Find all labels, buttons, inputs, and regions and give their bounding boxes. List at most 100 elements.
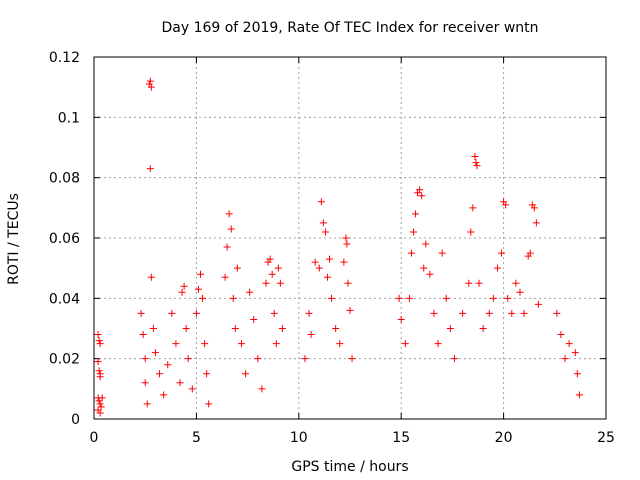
data-point xyxy=(160,391,168,399)
data-point xyxy=(571,349,579,357)
data-point xyxy=(344,279,352,287)
data-point xyxy=(317,198,325,206)
data-point xyxy=(151,349,159,357)
x-tick-label: 5 xyxy=(192,430,201,446)
x-tick-label: 15 xyxy=(392,430,410,446)
data-point xyxy=(489,294,497,302)
data-point xyxy=(229,294,237,302)
y-tick-label: 0.06 xyxy=(49,231,80,247)
data-point xyxy=(307,331,315,339)
data-point xyxy=(508,309,516,317)
data-point xyxy=(96,373,104,381)
data-point xyxy=(95,397,103,405)
data-point xyxy=(254,355,262,363)
data-point xyxy=(95,367,103,375)
data-point xyxy=(172,340,180,348)
data-point xyxy=(493,264,501,272)
data-point xyxy=(575,391,583,399)
data-point xyxy=(434,340,442,348)
data-point xyxy=(146,165,154,173)
data-point xyxy=(168,309,176,317)
data-point xyxy=(502,201,510,209)
data-point xyxy=(141,355,149,363)
data-point xyxy=(348,355,356,363)
data-point xyxy=(553,309,561,317)
data-point xyxy=(346,306,354,314)
y-tick-label: 0.12 xyxy=(49,50,80,66)
plot-frame xyxy=(93,56,607,420)
data-point xyxy=(250,315,258,323)
data-point xyxy=(504,294,512,302)
data-point xyxy=(340,258,348,266)
data-point xyxy=(475,279,483,287)
data-point xyxy=(242,370,250,378)
data-point xyxy=(176,379,184,387)
data-point xyxy=(305,309,313,317)
data-point xyxy=(520,309,528,317)
data-point xyxy=(97,403,105,411)
data-point xyxy=(471,153,479,161)
data-point xyxy=(182,325,190,332)
data-point xyxy=(416,186,424,194)
data-point xyxy=(147,83,155,91)
data-point xyxy=(473,162,481,170)
data-point xyxy=(526,249,534,257)
data-point xyxy=(418,192,426,200)
data-point xyxy=(184,355,192,363)
data-point xyxy=(342,234,350,242)
data-point xyxy=(532,219,540,227)
y-tick-label: 0.04 xyxy=(49,291,80,307)
data-point xyxy=(196,270,204,278)
data-point xyxy=(231,325,239,332)
data-point xyxy=(321,228,329,236)
data-point xyxy=(141,379,149,387)
data-point xyxy=(225,210,233,218)
data-point xyxy=(479,325,487,332)
data-point xyxy=(459,309,467,317)
data-point xyxy=(262,279,270,287)
data-point xyxy=(258,385,266,393)
data-point xyxy=(311,258,319,266)
data-point xyxy=(485,309,493,317)
data-point xyxy=(143,400,151,408)
x-tick-label: 0 xyxy=(90,430,99,446)
y-tick-label: 0.08 xyxy=(49,171,80,187)
data-point xyxy=(199,294,207,302)
data-point xyxy=(272,340,280,348)
data-point xyxy=(98,394,106,402)
data-point xyxy=(276,279,284,287)
data-point xyxy=(467,228,475,236)
data-point xyxy=(221,273,229,281)
chart-title: Day 169 of 2019, Rate Of TEC Index for r… xyxy=(161,20,538,36)
data-point xyxy=(401,340,409,348)
data-point xyxy=(266,255,274,263)
x-axis-label: GPS time / hours xyxy=(291,459,408,475)
data-point xyxy=(450,355,458,363)
data-point xyxy=(343,240,351,248)
data-point xyxy=(328,294,336,302)
data-point xyxy=(94,358,102,366)
data-point xyxy=(147,273,155,281)
data-point xyxy=(139,331,147,339)
data-point xyxy=(178,288,186,296)
data-point xyxy=(438,249,446,257)
data-point xyxy=(420,264,428,272)
data-point xyxy=(565,340,573,348)
data-point xyxy=(96,400,104,408)
data-point xyxy=(442,294,450,302)
data-point xyxy=(246,288,254,296)
data-point xyxy=(412,210,420,218)
data-point xyxy=(194,285,202,293)
x-tick-label: 25 xyxy=(597,430,615,446)
data-point xyxy=(149,325,157,332)
data-point xyxy=(268,270,276,278)
data-point xyxy=(405,294,413,302)
data-point xyxy=(205,400,213,408)
data-point xyxy=(156,370,164,378)
data-point xyxy=(422,240,430,248)
data-point xyxy=(301,355,309,363)
data-point xyxy=(407,249,415,257)
data-point xyxy=(137,309,145,317)
data-point xyxy=(469,204,477,212)
